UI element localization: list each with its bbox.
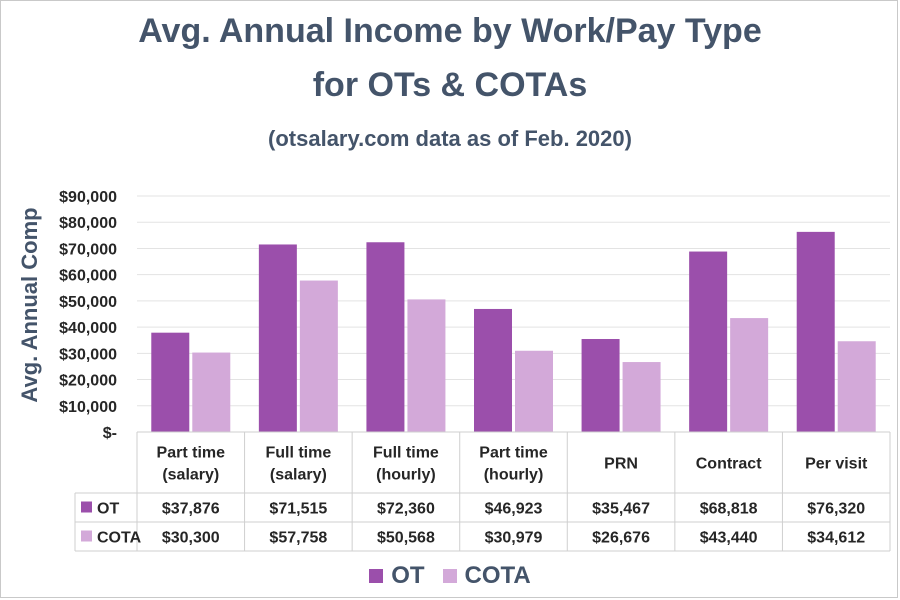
table-cell-value: $46,923 <box>485 501 543 518</box>
bar-cota <box>837 341 876 432</box>
chart-subtitle: (otsalary.com data as of Feb. 2020) <box>268 126 632 151</box>
y-tick-label: $50,000 <box>59 294 117 311</box>
table-cell-value: $50,568 <box>377 530 435 547</box>
table-cell-value: $57,758 <box>269 530 327 547</box>
bar-ot <box>581 338 620 432</box>
table-cell-value: $43,440 <box>700 530 758 547</box>
table-cell-value: $68,818 <box>700 501 758 518</box>
x-tick-label: Per visit <box>805 456 868 473</box>
x-tick-label: (salary) <box>162 467 219 484</box>
x-tick-label: PRN <box>604 456 638 473</box>
y-tick-label: $10,000 <box>59 399 117 416</box>
x-tick-label: Full time <box>373 445 439 462</box>
table-cell-value: $26,676 <box>592 530 650 547</box>
bar-ot <box>151 332 190 432</box>
bar-cota <box>515 350 553 432</box>
legend-label-cota: COTA <box>464 562 531 589</box>
x-tick-label: Contract <box>696 456 762 473</box>
bar-cota <box>622 362 661 432</box>
x-tick-label: (hourly) <box>484 467 544 484</box>
table-cell-value: $30,979 <box>485 530 543 547</box>
table-legend-key-cota <box>81 530 92 542</box>
legend-swatch-cota <box>442 569 457 583</box>
bar-ot <box>474 308 512 432</box>
bar-ot <box>366 242 405 432</box>
table-cell-value: $34,612 <box>807 530 865 547</box>
table-cell-value: $30,300 <box>162 530 220 547</box>
x-tick-label: Full time <box>265 445 331 462</box>
chart-title: Avg. Annual Income by Work/Pay Type <box>138 12 762 50</box>
x-tick-label: (salary) <box>270 467 327 484</box>
x-tick-label: Part time <box>157 445 226 462</box>
y-tick-label: $- <box>103 425 117 442</box>
legend-swatch-ot <box>369 569 384 583</box>
y-tick-label: $70,000 <box>59 241 117 258</box>
table-cell-value: $35,467 <box>592 501 650 518</box>
y-tick-label: $30,000 <box>59 346 117 363</box>
chart-title-line2: for OTs & COTAs <box>312 66 588 104</box>
table-cell-value: $37,876 <box>162 501 220 518</box>
legend-item-ot: OT <box>369 562 425 590</box>
bar-ot <box>689 251 728 432</box>
y-tick-label: $40,000 <box>59 320 117 337</box>
bar-cota <box>299 280 338 432</box>
legend-label-ot: OT <box>391 562 425 589</box>
table-cell-value: $76,320 <box>807 501 865 518</box>
y-tick-label: $90,000 <box>59 189 117 206</box>
bar-cota <box>407 299 446 432</box>
table-cell-value: $72,360 <box>377 501 435 518</box>
bar-cota <box>730 318 769 432</box>
table-legend-key-ot <box>81 501 92 513</box>
table-series-label: OT <box>97 501 119 518</box>
y-tick-label: $20,000 <box>59 373 117 390</box>
bar-ot <box>796 231 835 432</box>
legend-item-cota: COTA <box>442 562 531 590</box>
x-tick-label: Part time <box>479 445 548 462</box>
table-cell-value: $71,515 <box>269 501 327 518</box>
y-tick-label: $60,000 <box>59 268 117 285</box>
y-tick-label: $80,000 <box>59 215 117 232</box>
table-series-label: COTA <box>97 530 142 547</box>
bar-ot <box>258 244 297 432</box>
bar-cota <box>192 352 231 432</box>
x-tick-label: (hourly) <box>376 467 436 484</box>
legend: OT COTA <box>0 562 900 590</box>
